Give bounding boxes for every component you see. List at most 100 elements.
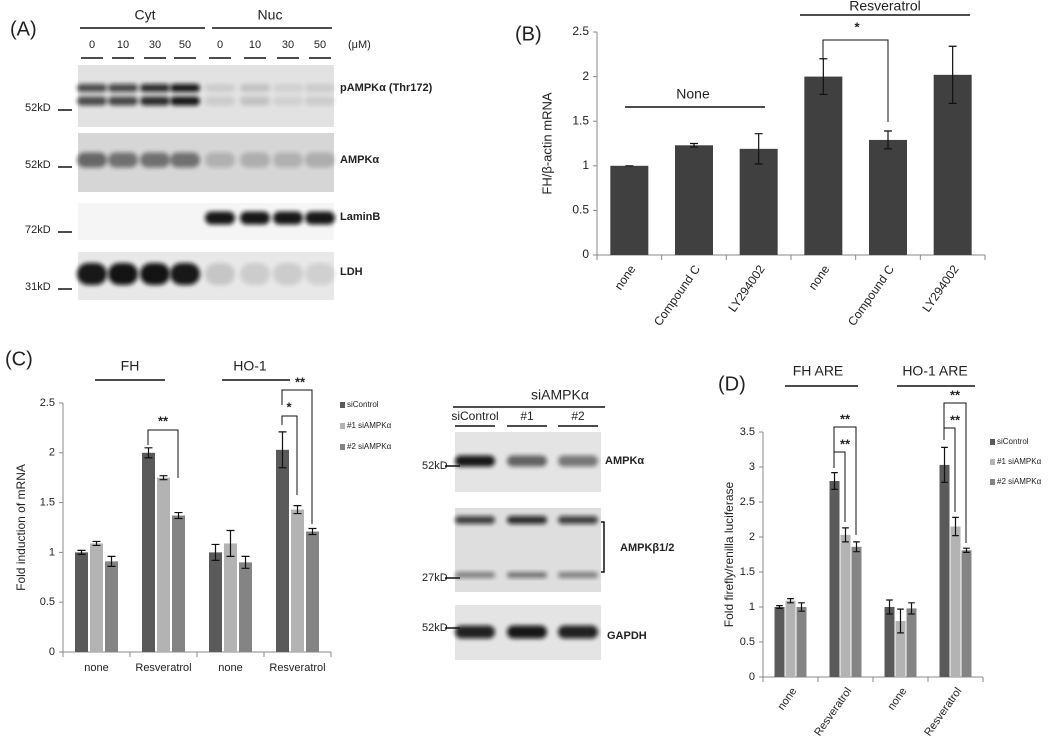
band bbox=[455, 455, 495, 467]
error-bar bbox=[884, 130, 892, 150]
y-tick-label: 1 bbox=[749, 601, 755, 613]
size-marker: 27kD bbox=[422, 572, 448, 584]
y-tick-label: 2.5 bbox=[572, 24, 589, 38]
significance-label: ** bbox=[950, 387, 961, 402]
significance-label: * bbox=[286, 399, 292, 414]
legend-label: #2 siAMPKα bbox=[997, 477, 1042, 486]
y-tick-label: 3.5 bbox=[740, 426, 755, 438]
band bbox=[240, 263, 270, 285]
y-tick-label: 1.5 bbox=[572, 113, 589, 127]
band bbox=[240, 96, 270, 106]
error-bar bbox=[107, 555, 116, 567]
band bbox=[140, 263, 170, 285]
band bbox=[205, 263, 235, 285]
significance-label: ** bbox=[158, 413, 169, 428]
bar bbox=[172, 515, 185, 652]
lane-label: 50 bbox=[179, 39, 191, 51]
band bbox=[507, 455, 547, 467]
lane-label: 30 bbox=[149, 39, 161, 51]
band bbox=[170, 263, 200, 285]
error-bar bbox=[241, 555, 250, 569]
legend-label: siControl bbox=[997, 437, 1029, 446]
significance-bracket bbox=[943, 402, 967, 543]
band bbox=[558, 455, 598, 467]
band bbox=[558, 572, 598, 578]
band bbox=[140, 84, 170, 92]
x-tick-label: Resveratrol bbox=[922, 686, 964, 736]
lane-label: 50 bbox=[314, 39, 326, 51]
protein-label: AMPKα bbox=[605, 455, 644, 467]
bar bbox=[906, 608, 917, 677]
y-tick-label: 0 bbox=[49, 646, 55, 658]
significance-bracket bbox=[833, 451, 846, 522]
band bbox=[170, 152, 200, 168]
band bbox=[77, 84, 107, 92]
protein-label: AMPKβ1/2 bbox=[620, 542, 674, 554]
bar bbox=[239, 562, 252, 652]
panel-label: (A) bbox=[10, 18, 37, 40]
lane-label: 0 bbox=[89, 39, 95, 51]
band bbox=[507, 625, 547, 639]
bar bbox=[610, 165, 649, 255]
band bbox=[305, 96, 335, 106]
error-bar bbox=[211, 543, 220, 561]
group-label: None bbox=[676, 86, 710, 102]
lane-label: #1 bbox=[520, 409, 534, 423]
error-bar bbox=[77, 549, 86, 555]
error-bar bbox=[226, 529, 235, 557]
y-axis-label: Fold firefly/renilla luciferase bbox=[722, 481, 736, 627]
band bbox=[305, 211, 335, 225]
protein-label: LaminB bbox=[340, 211, 380, 223]
error-bar bbox=[754, 133, 763, 165]
x-tick-label: none bbox=[612, 262, 639, 292]
error-bar bbox=[886, 599, 893, 615]
y-tick-label: 2 bbox=[749, 531, 755, 543]
protein-label: GAPDH bbox=[607, 630, 647, 642]
bar bbox=[306, 531, 319, 652]
error-bar bbox=[798, 602, 805, 612]
y-tick-label: 1.5 bbox=[740, 566, 755, 578]
size-marker: 52kD bbox=[422, 460, 448, 472]
band bbox=[305, 152, 335, 168]
error-bar bbox=[952, 516, 959, 537]
legend-swatch bbox=[340, 444, 345, 450]
bar bbox=[675, 145, 713, 255]
band bbox=[140, 152, 170, 168]
protein-label: LDH bbox=[340, 266, 363, 278]
x-tick-label: none bbox=[84, 662, 108, 674]
y-tick-label: 0 bbox=[582, 247, 589, 261]
significance-bracket bbox=[281, 415, 298, 495]
error-bar bbox=[908, 602, 915, 615]
band bbox=[205, 96, 235, 106]
group-label: HO-1 bbox=[233, 358, 267, 374]
lane-label: #2 bbox=[571, 409, 585, 423]
band bbox=[305, 84, 335, 92]
band bbox=[273, 152, 303, 168]
band bbox=[240, 211, 270, 225]
lane-label: 10 bbox=[249, 39, 261, 51]
legend-swatch bbox=[990, 439, 995, 445]
band bbox=[108, 84, 138, 92]
panel-label: (B) bbox=[515, 23, 542, 45]
band bbox=[305, 263, 335, 285]
band bbox=[170, 96, 200, 106]
x-tick-label: LY294002 bbox=[919, 262, 962, 314]
bar bbox=[961, 550, 972, 677]
band bbox=[273, 263, 303, 285]
legend-swatch bbox=[990, 459, 995, 465]
size-marker: 72kD bbox=[25, 224, 51, 236]
error-bar bbox=[853, 541, 860, 553]
y-axis-label: FH/β-actin mRNA bbox=[539, 92, 554, 194]
band bbox=[205, 152, 235, 168]
band bbox=[240, 84, 270, 92]
bar bbox=[774, 607, 785, 677]
error-bar bbox=[776, 605, 783, 609]
legend-label: #2 siAMPKα bbox=[347, 442, 392, 451]
band bbox=[77, 263, 107, 285]
protein-label: AMPKα bbox=[340, 154, 379, 166]
panel-label: (D) bbox=[718, 373, 746, 395]
y-tick-label: 2.5 bbox=[740, 496, 755, 508]
x-tick-label: LY294002 bbox=[725, 262, 768, 314]
bar bbox=[142, 452, 155, 652]
y-tick-label: 2.5 bbox=[40, 397, 55, 409]
